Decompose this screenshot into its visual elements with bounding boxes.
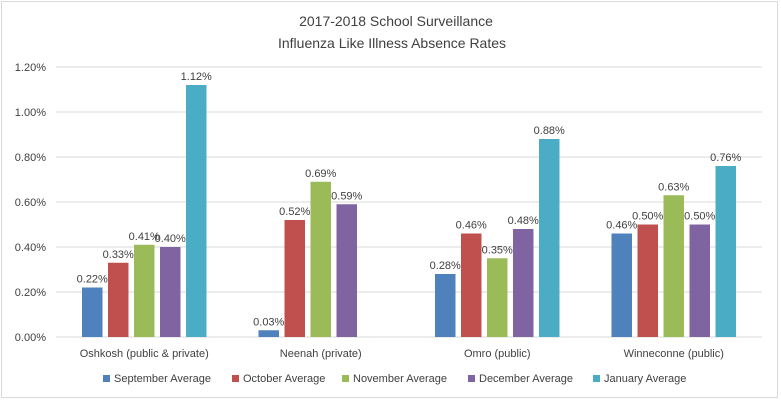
legend-swatch (232, 375, 239, 382)
legend-label: November Average (353, 373, 447, 385)
bar (689, 224, 710, 337)
legend-label: December Average (479, 373, 573, 385)
y-tick-label: 1.20% (15, 62, 46, 74)
legend-swatch (593, 375, 600, 382)
data-label: 0.46% (606, 220, 637, 232)
legend-item: September Average (103, 373, 211, 385)
bar (715, 166, 736, 337)
bar (539, 139, 560, 337)
data-label: 0.63% (658, 181, 689, 193)
y-tick-label: 1.00% (15, 107, 46, 119)
data-label: 0.40% (155, 233, 186, 245)
data-label: 0.69% (305, 168, 336, 180)
y-tick-label: 0.00% (15, 332, 46, 344)
data-label: 0.35% (482, 244, 513, 256)
bar (435, 274, 456, 337)
data-label: 0.50% (632, 211, 663, 223)
data-label: 0.59% (331, 190, 362, 202)
chart-svg: 2017-2018 School Surveillance Influenza … (15, 13, 762, 385)
bar (637, 224, 658, 337)
data-labels: 0.22% 0.33% 0.41%0.40% 1.12% 0.03% 0.52% 0.69%… (77, 71, 742, 328)
category-label: Winneconne (public) (624, 348, 724, 360)
legend-item: November Average (342, 373, 447, 385)
bar (611, 233, 632, 337)
data-label: 0.22% (77, 274, 108, 286)
data-label: 0.03% (253, 316, 284, 328)
legend-swatch (468, 375, 475, 382)
data-label: 0.50% (684, 211, 715, 223)
legend-label: October Average (243, 373, 325, 385)
bar (487, 258, 508, 337)
bar (108, 262, 129, 337)
category-label: Oshkosh (public & private) (80, 348, 209, 360)
legend-label: September Average (114, 373, 211, 385)
bar (186, 85, 207, 337)
y-tick-label: 0.60% (15, 197, 46, 209)
bar (461, 233, 482, 337)
bar (310, 181, 331, 337)
bars (82, 85, 736, 337)
bar (663, 195, 684, 337)
legend: September Average October Average November… (103, 373, 686, 385)
x-axis-category-labels: Oshkosh (public & private) Neenah (privat… (80, 348, 724, 360)
y-tick-label: 0.80% (15, 152, 46, 164)
bar (284, 220, 305, 337)
y-axis-tick-labels: 0.00% 0.20% 0.40% 0.60% 0.80% 1.00% 1.20% (15, 62, 46, 344)
data-label: 0.52% (279, 206, 310, 218)
legend-label: January Average (604, 373, 686, 385)
chart-subtitle: Influenza Like Illness Absence Rates (278, 35, 506, 51)
data-label: 0.76% (710, 152, 741, 164)
data-label: 0.33% (103, 249, 134, 261)
bar (160, 247, 181, 337)
chart-title: 2017-2018 School Surveillance (299, 13, 493, 29)
bar (513, 229, 534, 337)
data-label: 0.48% (508, 215, 539, 227)
legend-swatch (103, 375, 110, 382)
bar (134, 244, 155, 337)
data-label: 1.12% (181, 71, 212, 83)
category-label: Neenah (private) (280, 348, 362, 360)
legend-item: December Average (468, 373, 573, 385)
data-label: 0.88% (534, 125, 565, 137)
bar (82, 287, 103, 337)
chart-frame: 2017-2018 School Surveillance Influenza … (1, 1, 778, 398)
bar (336, 204, 357, 337)
legend-swatch (342, 375, 349, 382)
data-label: 0.46% (456, 220, 487, 232)
legend-item: January Average (593, 373, 686, 385)
category-label: Omro (public) (464, 348, 531, 360)
y-tick-label: 0.40% (15, 242, 46, 254)
y-tick-label: 0.20% (15, 287, 46, 299)
data-label: 0.41% (129, 231, 160, 243)
data-label: 0.28% (430, 260, 461, 272)
bar (258, 330, 279, 337)
legend-item: October Average (232, 373, 325, 385)
